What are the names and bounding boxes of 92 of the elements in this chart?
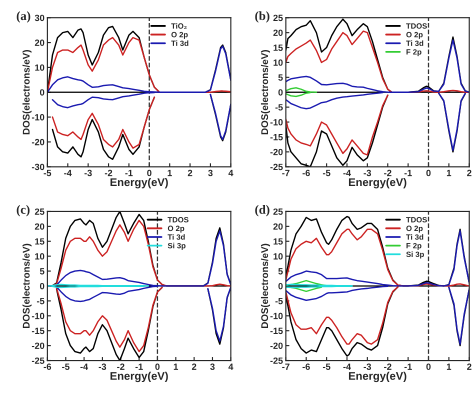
x-axis-title: Energy(eV) [348, 178, 406, 188]
chart-title: (b) [255, 11, 270, 23]
y-tick-label: 5 [40, 268, 44, 274]
x-tick-label: 2 [467, 364, 472, 370]
x-tick-label: -6 [44, 364, 52, 370]
y-tick-label: 20 [273, 223, 283, 230]
y-tick-label: 15 [35, 238, 44, 245]
x-axis-title: Energy(eV) [110, 372, 168, 382]
x-tick-label: 4 [228, 364, 234, 370]
y-tick-label: 15 [274, 238, 283, 245]
y-tick-label: -15 [270, 328, 283, 334]
x-tick-label: -6 [302, 170, 310, 176]
x-tick-label: 2 [192, 364, 196, 370]
y-tick-label: -5 [36, 298, 44, 304]
x-tick-label: 1 [446, 364, 452, 370]
y-tick-label: 5 [278, 268, 283, 274]
x-tick-label: -5 [322, 170, 330, 176]
x-tick-label: -4 [343, 364, 351, 370]
x-tick-label: 0 [147, 170, 152, 176]
x-tick-label: -2 [384, 364, 392, 370]
chart-title: (a) [16, 11, 30, 23]
x-tick-label: 1 [446, 170, 452, 176]
x-tick-label: 3 [208, 170, 213, 176]
y-tick-label: -5 [275, 298, 283, 304]
x-tick-label: 4 [228, 170, 234, 176]
y-tick-label: 20 [273, 30, 283, 36]
y-tick-label: -10 [32, 312, 44, 320]
x-tick-label: 2 [467, 170, 472, 176]
x-tick-label: 1 [168, 170, 172, 176]
x-tick-label: 1 [174, 364, 178, 370]
y-tick-label: 30 [34, 14, 44, 22]
y-tick-label: 25 [34, 208, 44, 215]
y-tick-label: 0 [278, 89, 283, 96]
y-tick-label: -25 [32, 357, 44, 364]
x-tick-label: -7 [282, 364, 290, 370]
y-tick-label: 25 [273, 208, 283, 215]
x-tick-label: -5 [322, 364, 330, 370]
y-axis-title: DOS(electrons/eV) [260, 50, 270, 134]
y-tick-label: 5 [278, 74, 283, 81]
x-tick-label: -5 [62, 364, 70, 370]
x-tick-label: 0 [155, 364, 160, 370]
y-tick-label: 20 [34, 40, 44, 46]
chart-title: (d) [255, 205, 270, 216]
y-tick-label: 10 [274, 253, 283, 260]
y-tick-label: 0 [40, 89, 44, 96]
y-tick-label: 15 [274, 44, 283, 51]
y-tick-label: -20 [270, 342, 283, 349]
x-tick-label: 0 [426, 364, 431, 370]
x-tick-label: -3 [98, 364, 106, 370]
x-tick-label: 3 [210, 364, 215, 370]
y-tick-label: -10 [270, 312, 283, 320]
chart-title: (c) [16, 205, 30, 216]
y-tick-label: -25 [270, 357, 283, 364]
y-tick-label: 25 [273, 14, 283, 22]
x-tick-label: 2 [188, 170, 192, 176]
y-tick-label: -30 [32, 164, 44, 170]
y-tick-label: -10 [270, 119, 283, 126]
y-tick-label: 0 [278, 282, 283, 290]
y-tick-label: 10 [35, 253, 44, 260]
x-tick-label: -2 [104, 170, 112, 176]
y-tick-label: -20 [270, 148, 283, 156]
y-axis-title: DOS(electrons/eV) [22, 50, 32, 134]
x-tick-label: -6 [302, 364, 310, 370]
x-tick-label: -1 [404, 170, 412, 176]
x-tick-label: -1 [125, 170, 133, 176]
y-tick-label: 10 [274, 59, 283, 66]
x-axis-title: Energy(eV) [348, 372, 406, 382]
y-tick-label: -5 [275, 104, 283, 111]
y-tick-label: 10 [35, 64, 44, 71]
x-tick-label: -2 [384, 170, 392, 176]
y-tick-label: -20 [32, 342, 44, 349]
x-tick-label: -4 [343, 170, 351, 176]
y-tick-label: 20 [34, 223, 44, 230]
x-tick-label: -4 [64, 170, 72, 176]
y-tick-label: -15 [32, 328, 44, 334]
x-tick-label: -1 [135, 364, 143, 370]
y-axis-title: DOS(electrons/eV) [22, 244, 32, 328]
y-tick-label: -15 [270, 134, 283, 140]
x-axis-title: Energy(eV) [110, 178, 168, 188]
x-tick-label: -1 [404, 364, 412, 370]
y-tick-label: 0 [40, 282, 44, 290]
y-tick-label: -20 [32, 138, 44, 146]
x-tick-label: -3 [364, 364, 372, 370]
y-tick-label: -10 [32, 114, 44, 120]
y-tick-label: -25 [270, 164, 283, 170]
x-tick-label: -3 [84, 170, 92, 176]
x-tick-label: 0 [426, 170, 431, 176]
x-tick-label: -3 [364, 170, 372, 176]
x-tick-label: -2 [117, 364, 124, 370]
y-axis-title: DOS(electrons/eV) [260, 244, 270, 328]
x-tick-label: -7 [282, 170, 290, 176]
x-tick-label: -4 [80, 364, 88, 370]
